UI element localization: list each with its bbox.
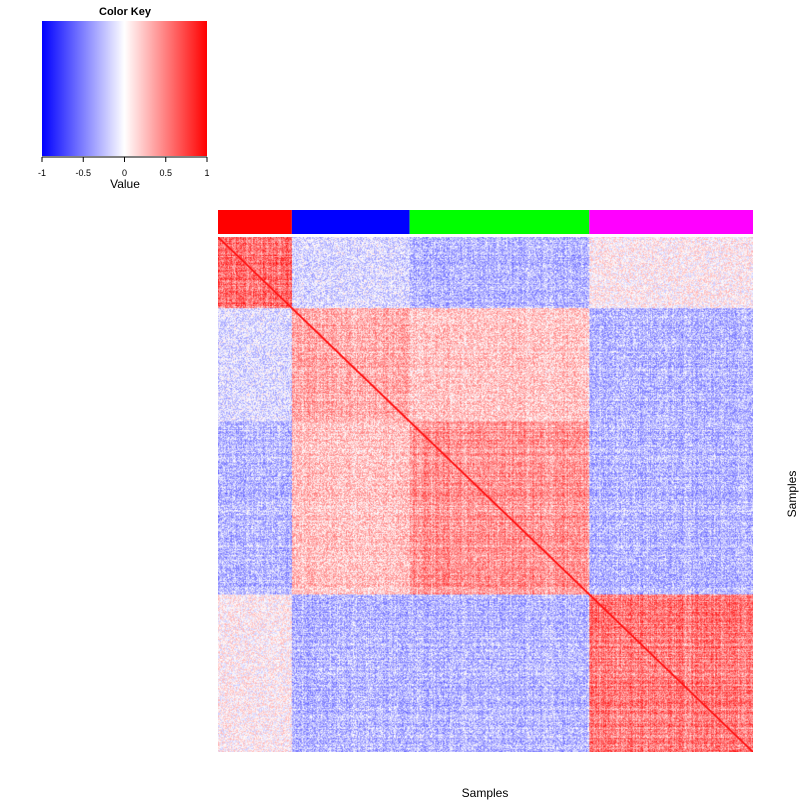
color-key-tick-label: 0.5 [159,168,172,178]
x-axis-label: Samples [462,786,509,800]
color-key-value-label: Value [110,177,140,191]
color-key-gradient [42,21,207,156]
color-key-tick-label: 0 [122,168,127,178]
heatmap-matrix [218,237,753,752]
color-key-axis: -1 -0.5 0 0.5 1 [38,156,210,178]
group-color-bar [218,210,753,234]
group-color-bar-segment-group-2 [291,210,410,234]
group-color-bar-segment-group-4 [589,210,753,234]
color-key: Color Key -1 -0.5 0 0.5 1 Value [38,6,210,191]
color-key-tick-label: -0.5 [75,168,91,178]
y-axis-label: Samples [785,471,799,518]
group-color-bar-segment-group-1 [218,210,292,234]
color-key-title: Color Key [99,6,152,18]
color-key-tick-label: -1 [38,168,46,178]
group-color-bar-segment-group-3 [409,210,590,234]
color-key-tick-label: 1 [204,168,209,178]
